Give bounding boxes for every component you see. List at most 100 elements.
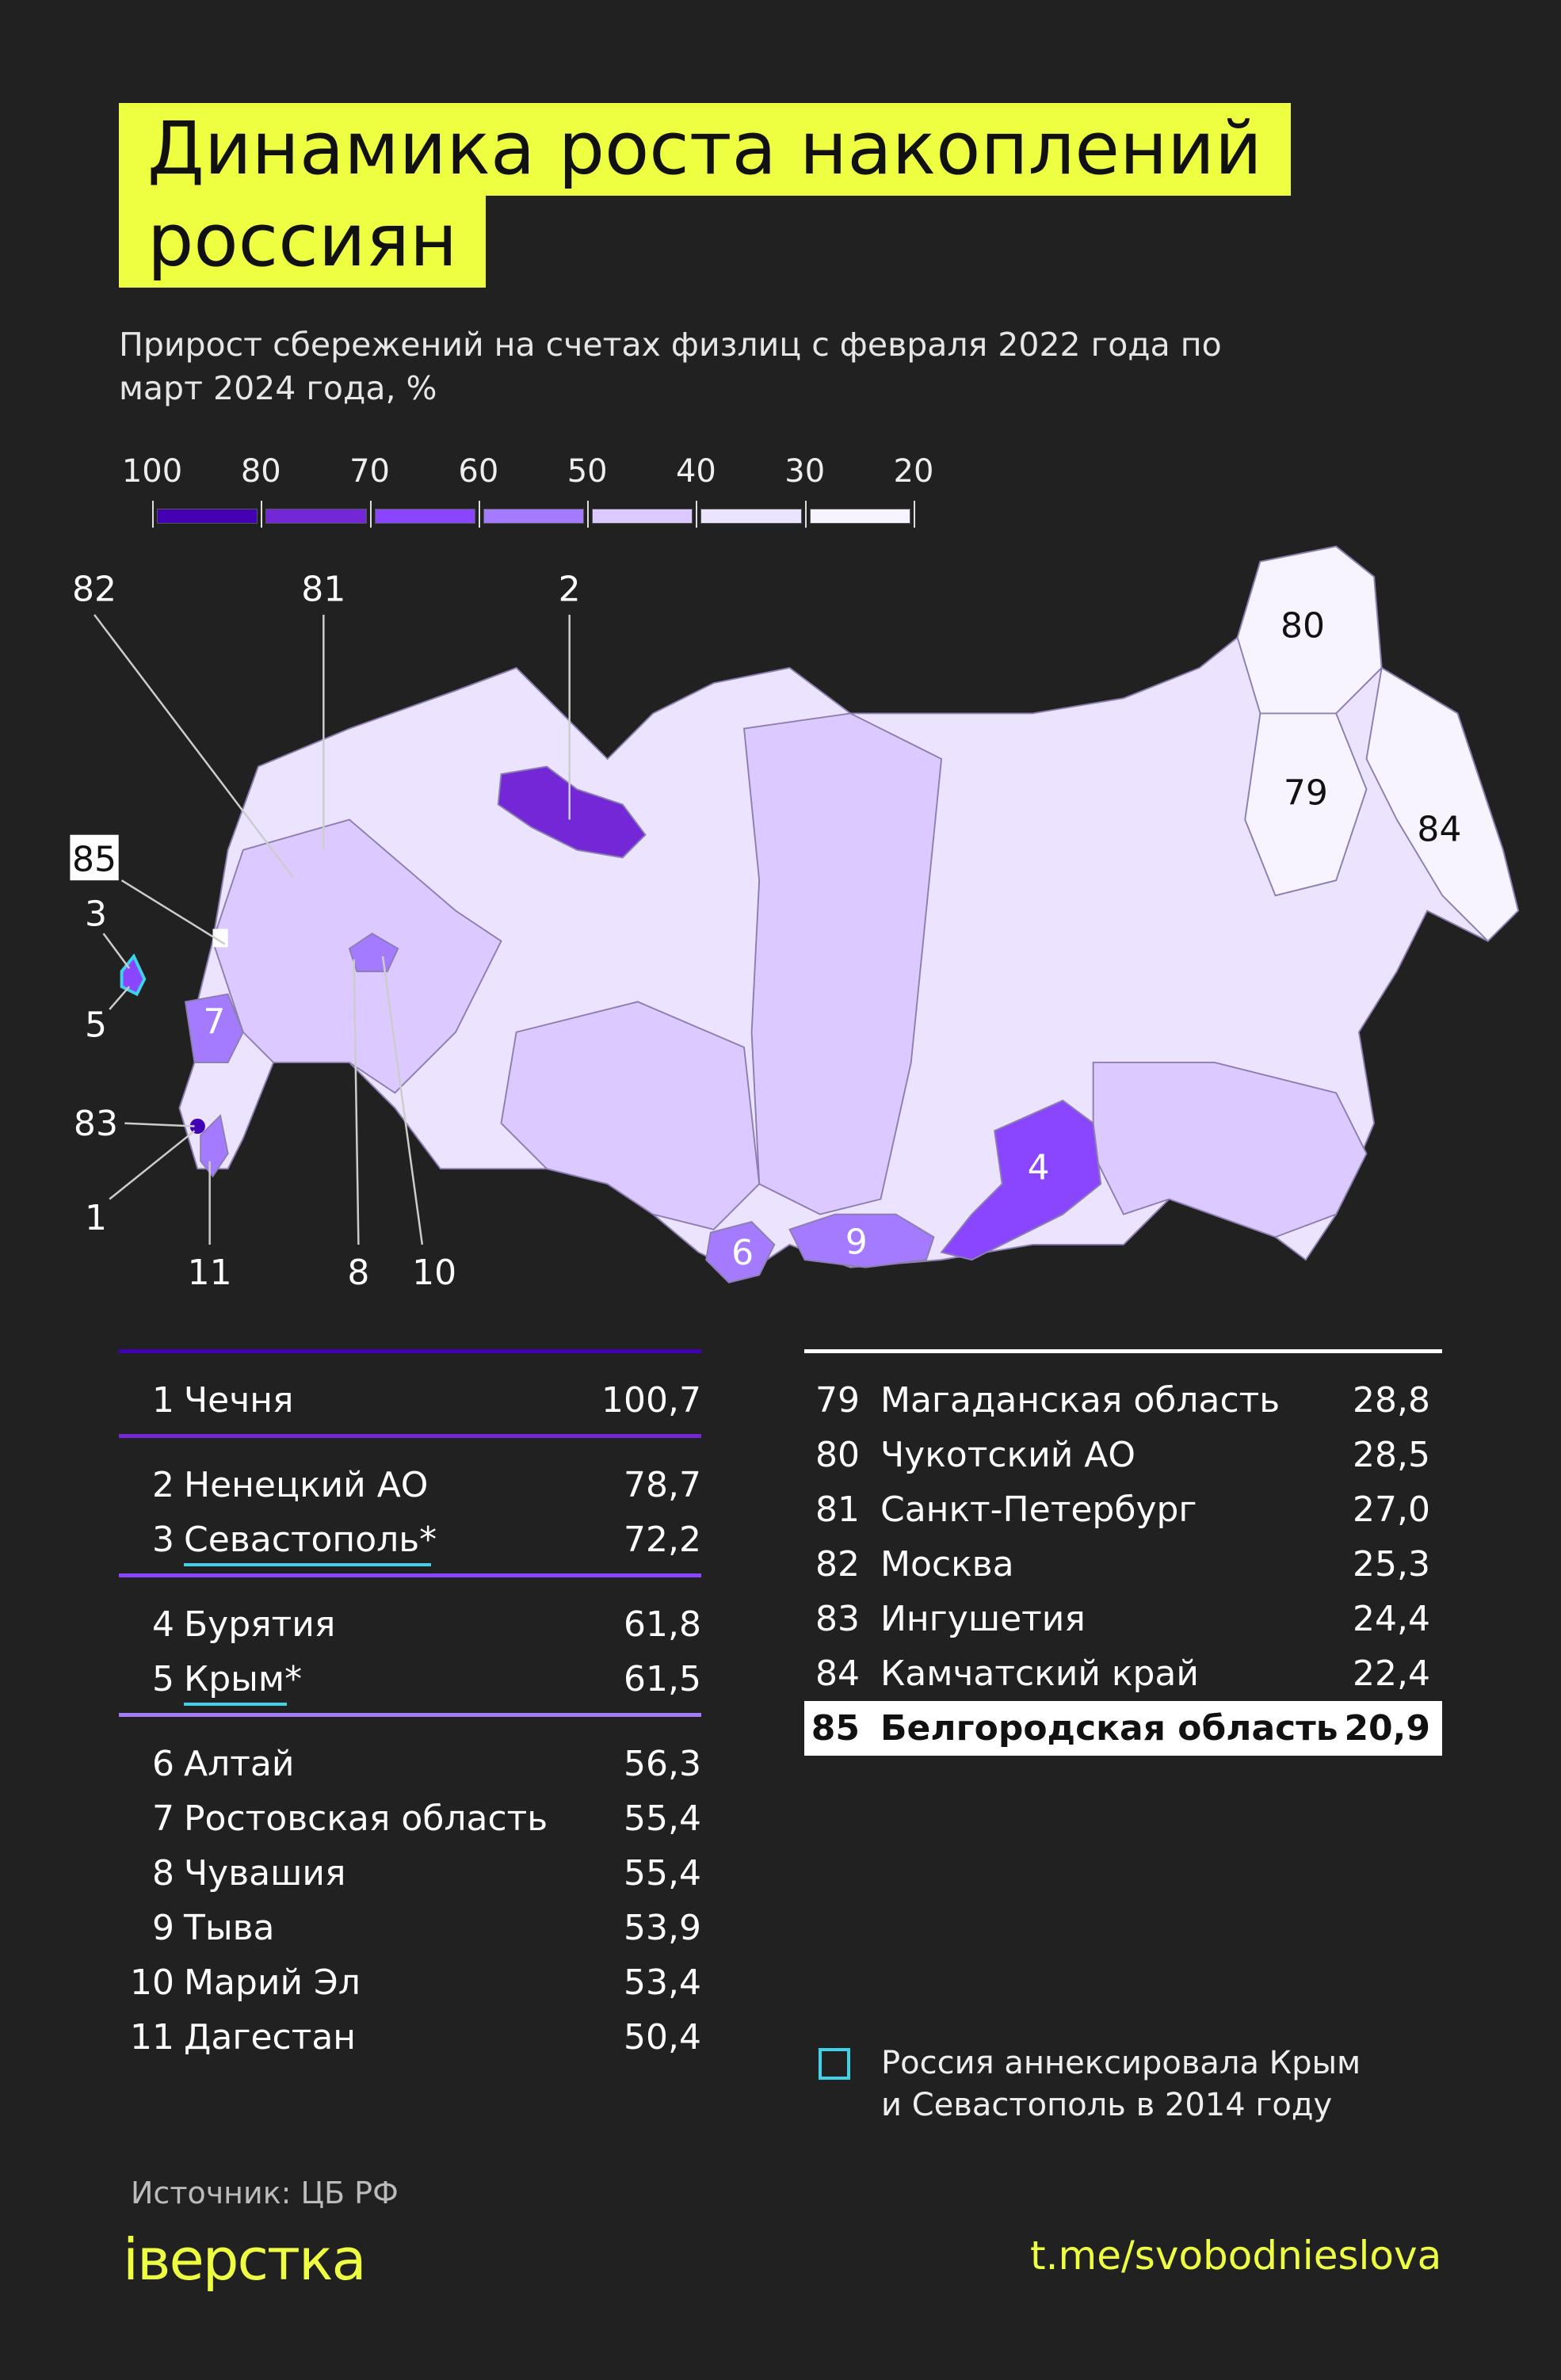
row-value: 61,8	[624, 1604, 701, 1645]
map-label-83: 83	[74, 1104, 118, 1144]
row-rank: 85	[811, 1708, 860, 1749]
row-region: Ненецкий АО	[184, 1465, 429, 1505]
map-region-magadan	[1244, 712, 1368, 897]
table-row: 4 Бурятия 61,8	[119, 1597, 701, 1652]
row-rank: 81	[815, 1489, 860, 1530]
map-label-9: 9	[845, 1222, 868, 1262]
table-row: 7 Ростовская область 55,4	[119, 1791, 701, 1846]
table-row: 81 Санкт-Петербург 27,0	[804, 1482, 1442, 1537]
map-label-7: 7	[203, 1002, 225, 1043]
row-value: 25,3	[1353, 1544, 1430, 1585]
row-value: 61,5	[624, 1659, 701, 1699]
map-label-82: 82	[72, 570, 116, 610]
row-rank: 4	[152, 1604, 174, 1645]
annexed-underline	[184, 1703, 287, 1706]
map-region-rostov	[184, 993, 244, 1064]
row-region: Чувашия	[184, 1853, 346, 1894]
row-rank: 1	[152, 1380, 174, 1421]
table-row: 11 Дагестан 50,4	[119, 2010, 701, 2065]
scale-tick-mark	[587, 501, 590, 528]
row-region: Бурятия	[184, 1604, 336, 1645]
channel-link[interactable]: t.me/svobodnieslova	[1030, 2233, 1442, 2279]
annexed-legend-text: Россия аннексировала Крым и Севастополь …	[881, 2042, 1361, 2126]
table-row: 10 Марий Эл 53,4	[119, 1955, 701, 2010]
table-row: 85 Белгородская область 20,9	[804, 1701, 1442, 1756]
row-value: 100,7	[601, 1380, 701, 1421]
scale-tick-label: 70	[349, 453, 391, 490]
row-region: Магаданская область	[880, 1380, 1280, 1421]
source-note: Источник: ЦБ РФ	[131, 2176, 399, 2210]
annexed-legend-swatch	[819, 2048, 850, 2080]
table-row: 6 Алтай 56,3	[119, 1737, 701, 1791]
scale-tick-label: 20	[893, 453, 934, 490]
map-label-4: 4	[1028, 1148, 1050, 1188]
annex-line-2: и Севастополь в 2014 году	[881, 2087, 1333, 2123]
table-row: 79 Магаданская область 28,8	[804, 1373, 1442, 1428]
leader-lines	[94, 614, 571, 1245]
annex-line-1: Россия аннексировала Крым	[881, 2045, 1361, 2081]
row-rank: 2	[152, 1465, 174, 1505]
row-region: Белгородская область	[880, 1708, 1338, 1749]
row-region: Тыва	[184, 1908, 275, 1948]
page-title: Динамика роста накоплений россиян	[119, 103, 1291, 288]
table-row: 8 Чувашия 55,4	[119, 1846, 701, 1901]
scale-swatch	[374, 509, 475, 524]
row-rank: 5	[152, 1659, 174, 1699]
row-rank: 6	[152, 1744, 174, 1784]
row-value: 27,0	[1353, 1489, 1430, 1530]
scale-tick-label: 40	[675, 453, 716, 490]
row-value: 24,4	[1353, 1599, 1430, 1639]
scale-tick-mark	[152, 501, 154, 528]
map-region-buryatia	[940, 1099, 1102, 1261]
row-rank: 9	[152, 1908, 174, 1948]
map-label-10: 10	[412, 1253, 456, 1293]
group-divider	[119, 1349, 701, 1353]
row-value: 50,4	[624, 2017, 701, 2058]
map-region-south-siberia	[500, 1001, 761, 1230]
logo: іверстка	[123, 2226, 367, 2293]
map-label-80: 80	[1280, 606, 1325, 646]
row-value: 22,4	[1353, 1653, 1430, 1694]
row-region: Алтай	[184, 1744, 295, 1784]
row-rank: 80	[815, 1435, 860, 1475]
row-region: Ростовская область	[184, 1798, 548, 1839]
map-label-84: 84	[1417, 809, 1461, 849]
row-region: Дагестан	[184, 2017, 357, 2058]
map-label-2: 2	[559, 570, 581, 610]
map-label-1: 1	[85, 1198, 107, 1238]
map-label-5: 5	[85, 1005, 107, 1046]
row-value: 78,7	[624, 1465, 701, 1505]
map-region-altai	[705, 1221, 776, 1283]
map-label-3: 3	[85, 894, 107, 935]
scale-swatch	[700, 509, 802, 524]
map-region-chechnya	[189, 1118, 205, 1135]
row-rank: 3	[152, 1520, 174, 1560]
table-row: 5 Крым* 61,5	[119, 1652, 701, 1707]
scale-tick-label: 60	[458, 453, 499, 490]
map-label-85: 85	[72, 840, 116, 880]
table-row: 3 Севастополь* 72,2	[119, 1512, 701, 1567]
map-region-kamchatka	[1365, 666, 1520, 943]
table-row: 83 Ингушетия 24,4	[804, 1592, 1442, 1646]
row-region: Севастополь*	[184, 1520, 437, 1560]
row-value: 20,9	[1344, 1708, 1430, 1749]
map-label-8: 8	[347, 1253, 369, 1293]
scale-tick-mark	[804, 501, 807, 528]
group-divider	[804, 1349, 1442, 1353]
group-divider	[119, 1573, 701, 1577]
group-divider	[119, 1434, 701, 1438]
scale-tick-mark	[478, 501, 480, 528]
row-value: 55,4	[624, 1853, 701, 1894]
table-row: 2 Ненецкий АО 78,7	[119, 1458, 701, 1512]
map-label-11: 11	[188, 1253, 232, 1293]
row-value: 72,2	[624, 1520, 701, 1560]
row-region: Ингушетия	[880, 1599, 1086, 1639]
map-region-nenets	[497, 765, 647, 859]
table-row: 84 Камчатский край 22,4	[804, 1646, 1442, 1701]
row-region: Крым*	[184, 1659, 303, 1699]
row-rank: 83	[815, 1599, 860, 1639]
row-rank: 79	[815, 1380, 860, 1421]
row-value: 56,3	[624, 1744, 701, 1784]
map-label-81: 81	[301, 570, 345, 610]
